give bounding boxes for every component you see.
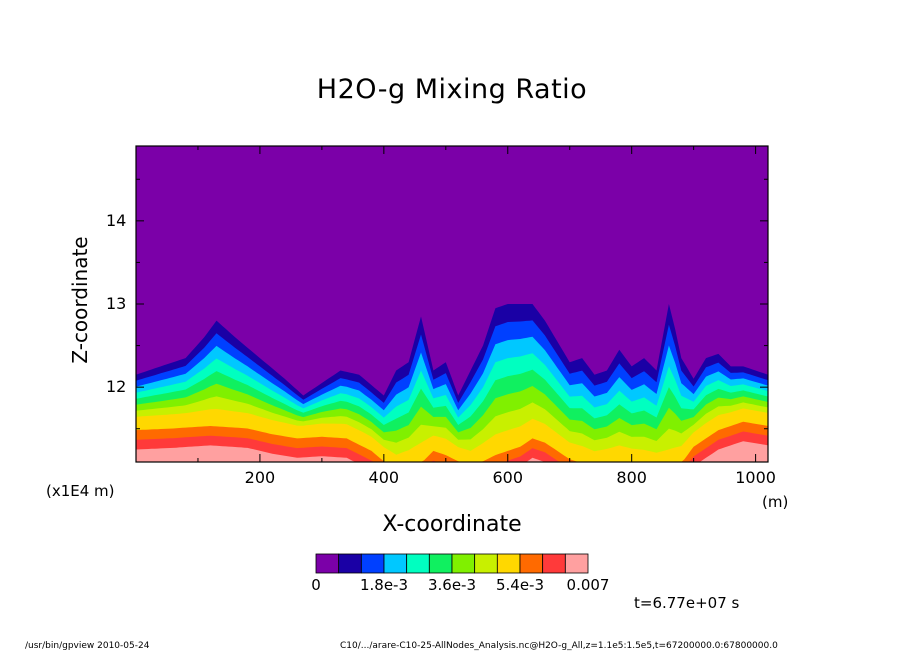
x-tick-label: 800 <box>616 468 647 487</box>
y-axis-unit: (x1E4 m) <box>46 482 115 500</box>
colorbar-tick-label: 5.4e-3 <box>495 576 545 594</box>
x-axis-unit: (m) <box>762 493 789 511</box>
colorbar-cell <box>315 553 340 574</box>
colorbar-tick-label: 3.6e-3 <box>427 576 477 594</box>
x-tick-label: 200 <box>244 468 276 487</box>
contour-band-10 <box>136 431 768 462</box>
colorbar-cell <box>564 553 589 574</box>
colorbar-cell <box>428 553 453 574</box>
colorbar-tick-label: 1.8e-3 <box>359 576 409 594</box>
colorbar-cell <box>496 553 521 574</box>
x-tick-label: 600 <box>492 468 524 487</box>
y-tick-label: 14 <box>106 210 127 230</box>
contour-field <box>136 146 768 462</box>
x-axis-label: X-coordinate <box>382 512 522 537</box>
footer-command: /usr/bin/gpview 2010-05-24 <box>25 641 150 651</box>
colorbar-cell <box>360 553 385 574</box>
contour-band-11 <box>136 441 768 462</box>
y-axis-label: Z-coordinate <box>68 236 92 364</box>
footer-source: C10/.../arare-C10-25-AllNodes_Analysis.n… <box>340 641 778 651</box>
colorbar-cell <box>338 553 362 574</box>
colorbar-cell <box>542 553 566 574</box>
colorbar <box>315 553 589 574</box>
colorbar-cell <box>519 553 544 574</box>
y-tick-label: 13 <box>106 294 127 313</box>
colorbar-tick-label: 0 <box>311 576 321 594</box>
x-tick-label: 1000 <box>735 468 776 487</box>
time-label: t=6.77e+07 s <box>634 594 740 612</box>
y-tick-label: 12 <box>106 377 127 397</box>
axis-ticks <box>136 146 768 462</box>
colorbar-cell <box>474 553 498 574</box>
colorbar-tick-label: 0.007 <box>566 576 610 594</box>
colorbar-cell <box>383 553 408 574</box>
colorbar-cell <box>451 553 476 574</box>
colorbar-cell <box>406 553 430 574</box>
chart-title: H2O-g Mixing Ratio <box>316 74 588 105</box>
x-tick-label: 400 <box>368 468 400 487</box>
